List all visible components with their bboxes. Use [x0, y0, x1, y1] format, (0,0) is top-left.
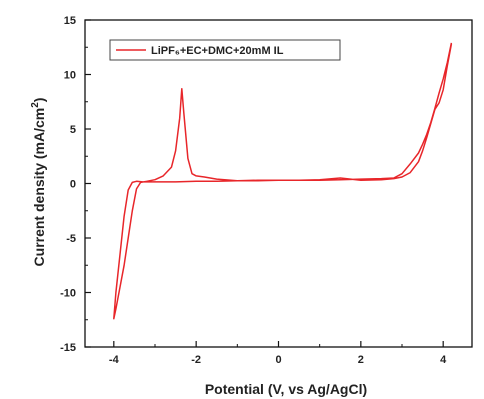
y-tick-label: 15 — [64, 15, 76, 27]
x-axis: -4 -2 0 2 4 — [109, 341, 447, 366]
x-tick-label: 4 — [440, 354, 447, 366]
x-tick-label: -2 — [191, 354, 201, 366]
y-tick-label: 10 — [64, 70, 76, 82]
y-axis-title-main: Current density (mA/cm — [31, 108, 47, 267]
y-tick-label: -15 — [60, 342, 76, 354]
series-line — [113, 42, 453, 320]
x-tick-label: 2 — [358, 354, 364, 366]
legend-box — [109, 39, 341, 61]
legend-label: LiPF₆+EC+DMC+20mM IL — [151, 45, 284, 57]
x-tick-label: -4 — [109, 354, 120, 366]
legend: LiPF₆+EC+DMC+20mM IL — [109, 39, 341, 61]
series-layer — [113, 42, 453, 320]
y-tick-label: 5 — [70, 124, 76, 136]
y-tick-label: -5 — [66, 233, 76, 245]
x-tick-label: 0 — [275, 354, 281, 366]
y-axis-title: Current density (mA/cm2) — [30, 98, 47, 267]
y-tick-label: 0 — [70, 179, 76, 191]
y-axis-title-superscript: 2 — [30, 102, 41, 108]
plot-area — [84, 19, 473, 348]
plot-border — [84, 19, 473, 348]
x-axis-title: Potential (V, vs Ag/AgCl) — [205, 381, 367, 397]
y-axis-title-end: ) — [31, 98, 47, 103]
y-tick-label: -10 — [60, 288, 76, 300]
y-axis: -15 -10 -5 0 5 10 15 — [60, 15, 91, 354]
